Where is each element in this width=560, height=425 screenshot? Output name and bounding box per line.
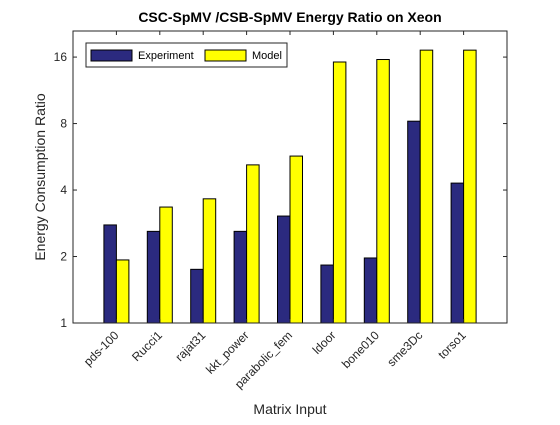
bars-layer bbox=[103, 49, 477, 324]
y-tick-label: 8 bbox=[60, 117, 67, 131]
bar-model-kkt_power bbox=[246, 164, 260, 324]
bar-experiment-kkt_power bbox=[233, 230, 248, 324]
bar-model-bone010 bbox=[376, 59, 390, 324]
bar-experiment-pds-100 bbox=[103, 224, 117, 324]
legend-swatch-experiment bbox=[90, 49, 133, 62]
y-tick-label: 4 bbox=[60, 183, 67, 197]
legend-swatch-model bbox=[204, 49, 247, 62]
y-tick-label: 2 bbox=[60, 250, 67, 264]
legend-label-model: Model bbox=[252, 50, 282, 62]
bar-model-parabolic_fem bbox=[289, 155, 303, 324]
legend-label-experiment: Experiment bbox=[138, 50, 194, 62]
bar-model-ldoor bbox=[332, 61, 347, 324]
bar-experiment-rucci1 bbox=[146, 230, 161, 324]
y-axis: 1 2 4 8 16 bbox=[54, 50, 507, 330]
bar-model-pds-100 bbox=[115, 259, 130, 324]
x-axis-title: Matrix Input bbox=[253, 401, 326, 417]
bar-experiment-sme3dc bbox=[407, 120, 421, 324]
bar-experiment-parabolic_fem bbox=[277, 215, 291, 324]
y-tick-label: 1 bbox=[60, 316, 67, 330]
bar-experiment-ldoor bbox=[320, 264, 334, 324]
legend: Experiment Model bbox=[85, 42, 288, 68]
bar-model-sme3dc bbox=[419, 49, 434, 324]
bar-experiment-bone010 bbox=[363, 257, 378, 324]
bar-experiment-torso1 bbox=[450, 182, 465, 324]
y-axis-title: Energy Consumption Ratio bbox=[32, 93, 48, 261]
bar-model-rucci1 bbox=[159, 206, 173, 324]
chart-title: CSC-SpMV /CSB-SpMV Energy Ratio on Xeon bbox=[138, 9, 441, 25]
y-tick-label: 16 bbox=[54, 50, 68, 64]
bar-experiment-rajat31 bbox=[190, 268, 204, 324]
bar-model-torso1 bbox=[463, 49, 477, 324]
bar-model-rajat31 bbox=[202, 198, 217, 324]
